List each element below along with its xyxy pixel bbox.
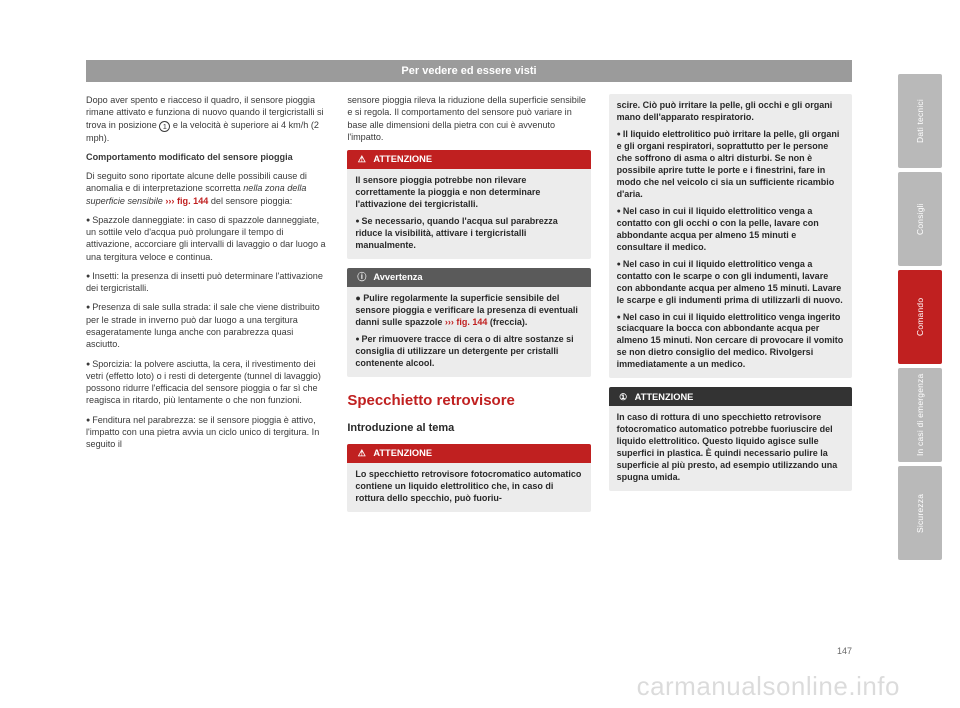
tab-sicurezza[interactable]: Sicurezza [898, 466, 942, 560]
section-header: Per vedere ed essere visti [86, 60, 852, 82]
box-list-item: Per rimuovere tracce di cera o di altre … [355, 334, 582, 370]
caution-icon: ① [617, 390, 630, 403]
position-marker-icon: 1 [159, 121, 170, 132]
box-list-item: Nel caso in cui il liquido elettrolitico… [617, 259, 844, 307]
box-text: Il sensore pioggia potrebbe non rilevare… [355, 175, 582, 211]
warning-icon: ⚠ [355, 153, 368, 166]
box-heading: ⓘ Avvertenza [347, 268, 590, 287]
column-2: sensore pioggia rileva la riduzione dell… [347, 94, 590, 521]
box-title: Avvertenza [373, 271, 422, 284]
topic-heading: Introduzione al tema [347, 421, 590, 436]
box-list-item: Nel caso in cui il liquido elettrolitico… [617, 312, 844, 372]
content-columns: Dopo aver spento e riacceso il quadro, i… [86, 94, 852, 521]
manual-page: Per vedere ed essere visti Dopo aver spe… [86, 60, 852, 660]
box-list-item: Nel caso in cui il liquido elettrolitico… [617, 206, 844, 254]
column-3: scire. Ciò può irritare la pelle, gli oc… [609, 94, 852, 521]
box-title: ATTENZIONE [373, 447, 432, 460]
tab-comando[interactable]: Comando [898, 270, 942, 364]
list-item: Spazzole danneggiate: in caso di spazzol… [86, 214, 329, 263]
box-list-item: Se necessario, quando l'acqua sul parabr… [355, 216, 582, 252]
caution-box: ① ATTENZIONE In caso di rottura di uno s… [609, 387, 852, 491]
para: Dopo aver spento e riacceso il quadro, i… [86, 94, 329, 144]
para: sensore pioggia rileva la riduzione dell… [347, 94, 590, 143]
list-item: Fenditura nel parabrezza: se il sensore … [86, 414, 329, 451]
tab-emergenza[interactable]: In casi di emergenza [898, 368, 942, 462]
list-item: Sporcizia: la polvere asciutta, la cera,… [86, 358, 329, 407]
box-title: ATTENZIONE [373, 153, 432, 166]
para: Di seguito sono riportate alcune delle p… [86, 170, 329, 207]
warning-box: ⚠ ATTENZIONE Lo specchietto retrovisore … [347, 444, 590, 512]
tab-consigli[interactable]: Consigli [898, 172, 942, 266]
chapter-heading: Specchietto retrovisore [347, 391, 590, 411]
box-text: ● Pulire regolarmente la superficie sens… [355, 293, 582, 329]
box-heading: ⚠ ATTENZIONE [347, 150, 590, 169]
box-body: In caso di rottura di uno specchietto re… [609, 406, 852, 491]
box-text: scire. Ciò può irritare la pelle, gli oc… [617, 100, 844, 124]
warning-box: ⚠ ATTENZIONE Il sensore pioggia potrebbe… [347, 150, 590, 259]
box-body: Il sensore pioggia potrebbe non rilevare… [347, 169, 590, 259]
side-tabs: Dati tecnici Consigli Comando In casi di… [898, 74, 942, 560]
watermark: carmanualsonline.info [637, 671, 900, 702]
tab-dati-tecnici[interactable]: Dati tecnici [898, 74, 942, 168]
box-title: ATTENZIONE [635, 391, 694, 404]
box-body: Lo specchietto retrovisore fotocromatico… [347, 463, 590, 512]
figure-ref: ››› fig. 144 [163, 196, 208, 206]
subheading: Comportamento modificato del sensore pio… [86, 151, 329, 163]
page-number: 147 [837, 646, 852, 656]
text: (freccia). [487, 317, 527, 327]
box-heading: ⚠ ATTENZIONE [347, 444, 590, 463]
text: del sensore pioggia: [208, 196, 292, 206]
warning-box-continued: scire. Ciò può irritare la pelle, gli oc… [609, 94, 852, 378]
box-heading: ① ATTENZIONE [609, 387, 852, 406]
list-item: Insetti: la presenza di insetti può dete… [86, 270, 329, 295]
note-icon: ⓘ [355, 271, 368, 284]
column-1: Dopo aver spento e riacceso il quadro, i… [86, 94, 329, 521]
box-text: In caso di rottura di uno specchietto re… [617, 412, 844, 484]
note-box: ⓘ Avvertenza ● Pulire regolarmente la su… [347, 268, 590, 377]
box-text: Lo specchietto retrovisore fotocromatico… [355, 469, 582, 505]
box-body: ● Pulire regolarmente la superficie sens… [347, 287, 590, 377]
warning-icon: ⚠ [355, 447, 368, 460]
box-list-item: Il liquido elettrolitico può irritare la… [617, 129, 844, 201]
figure-ref: ››› fig. 144 [445, 317, 488, 327]
box-body: scire. Ciò può irritare la pelle, gli oc… [609, 94, 852, 378]
list-item: Presenza di sale sulla strada: il sale c… [86, 301, 329, 350]
